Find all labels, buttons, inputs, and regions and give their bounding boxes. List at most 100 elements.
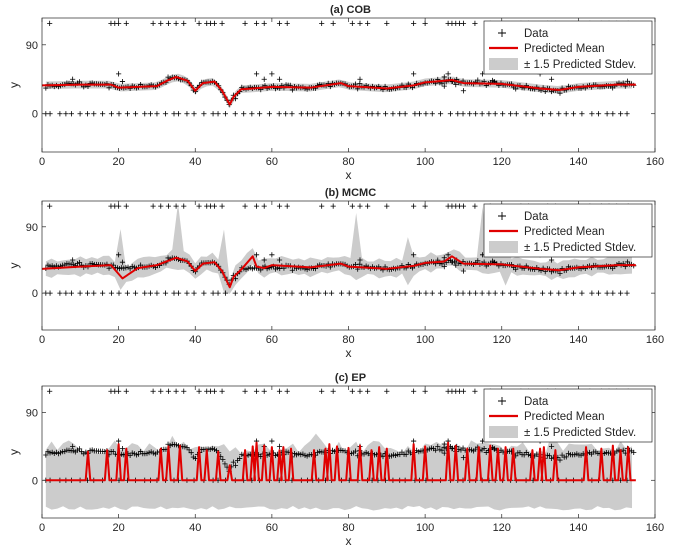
data-point <box>595 290 602 296</box>
data-point <box>557 270 563 276</box>
data-point <box>123 20 129 26</box>
legend-mean-label: Predicted Mean <box>524 411 605 423</box>
x-tick-label: 160 <box>646 156 664 168</box>
plot-area <box>42 20 637 117</box>
data-point <box>473 111 479 117</box>
data-point <box>123 203 129 209</box>
data-point <box>261 76 267 82</box>
data-point <box>171 111 177 117</box>
data-point <box>173 203 179 209</box>
data-point <box>261 203 267 209</box>
data-point <box>310 111 316 117</box>
data-point <box>119 78 126 85</box>
data-point <box>624 111 630 117</box>
chart-title: (c) EP <box>335 372 366 384</box>
data-point <box>357 20 363 26</box>
data-point <box>556 111 562 117</box>
data-point <box>530 111 536 117</box>
data-point <box>276 257 283 263</box>
data-point <box>211 203 218 209</box>
data-point <box>429 290 435 296</box>
data-point <box>108 290 115 296</box>
data-point <box>116 252 122 258</box>
data-point <box>196 20 202 26</box>
data-point <box>165 388 172 394</box>
data-point <box>508 111 514 117</box>
data-point <box>513 86 519 92</box>
data-point <box>276 290 282 296</box>
legend-data-marker <box>498 212 506 220</box>
legend-band-swatch <box>489 241 518 253</box>
x-axis-label: x <box>346 346 352 360</box>
data-point <box>184 290 190 296</box>
data-point <box>106 265 112 271</box>
data-point <box>472 203 478 209</box>
predicted-mean-line <box>42 255 636 289</box>
chart-panel-3: 0 20 40 60 80 100 120 140 160 0 90 (c) EP x y Data Pred… <box>7 372 664 548</box>
data-point <box>472 20 478 26</box>
data-point <box>68 111 74 117</box>
data-point <box>70 76 76 82</box>
data-point <box>437 290 444 296</box>
data-point <box>460 455 467 461</box>
data-point <box>276 76 283 82</box>
data-point <box>100 111 106 117</box>
data-point <box>449 446 455 452</box>
data-point <box>349 388 355 394</box>
chart-title: (a) COB <box>330 4 371 16</box>
data-point <box>215 290 221 296</box>
data-point <box>486 290 492 296</box>
data-point <box>548 111 554 117</box>
x-tick-label: 100 <box>416 156 434 168</box>
data-point <box>124 111 131 117</box>
data-point <box>355 111 361 117</box>
data-point <box>479 111 485 117</box>
data-point <box>346 111 352 117</box>
chart-title: (b) MCMC <box>325 187 376 199</box>
x-tick-label: 20 <box>113 522 125 534</box>
data-point <box>513 111 519 117</box>
x-tick-label: 140 <box>569 156 587 168</box>
data-point <box>364 111 371 117</box>
legend-mean-label: Predicted Mean <box>524 226 605 238</box>
data-point <box>276 203 283 209</box>
data-point <box>47 388 53 394</box>
data-point <box>445 71 451 77</box>
data-point <box>453 82 459 88</box>
legend: Data Predicted Mean ± 1.5 Predicted Stdev. <box>483 203 653 258</box>
data-point <box>460 88 467 94</box>
data-point <box>423 290 429 296</box>
data-point <box>284 20 290 26</box>
data-point <box>132 111 139 117</box>
data-point <box>241 290 247 296</box>
data-point <box>548 290 554 296</box>
data-point <box>253 252 260 258</box>
data-point <box>123 388 129 394</box>
x-axis-label: x <box>346 534 352 548</box>
data-point <box>192 455 199 462</box>
data-point <box>196 388 202 394</box>
y-axis-label: y <box>7 82 21 88</box>
data-point <box>473 290 479 296</box>
data-point <box>338 290 345 296</box>
data-point <box>441 450 447 456</box>
data-point <box>557 90 563 96</box>
data-point <box>445 252 451 258</box>
data-point <box>150 388 156 394</box>
data-point <box>222 461 228 467</box>
data-point <box>289 111 295 117</box>
data-point <box>196 203 202 209</box>
data-point <box>322 290 329 296</box>
data-point <box>304 290 311 296</box>
x-tick-label: 120 <box>493 522 511 534</box>
data-point <box>364 290 371 296</box>
data-point <box>116 438 122 444</box>
data-point <box>357 81 363 87</box>
legend: Data Predicted Mean ± 1.5 Predicted Stdev. <box>483 20 653 75</box>
data-point <box>116 71 122 77</box>
data-point <box>570 111 577 117</box>
data-point <box>242 388 248 394</box>
data-point <box>147 111 154 117</box>
data-point <box>579 111 585 117</box>
data-point <box>276 388 283 394</box>
